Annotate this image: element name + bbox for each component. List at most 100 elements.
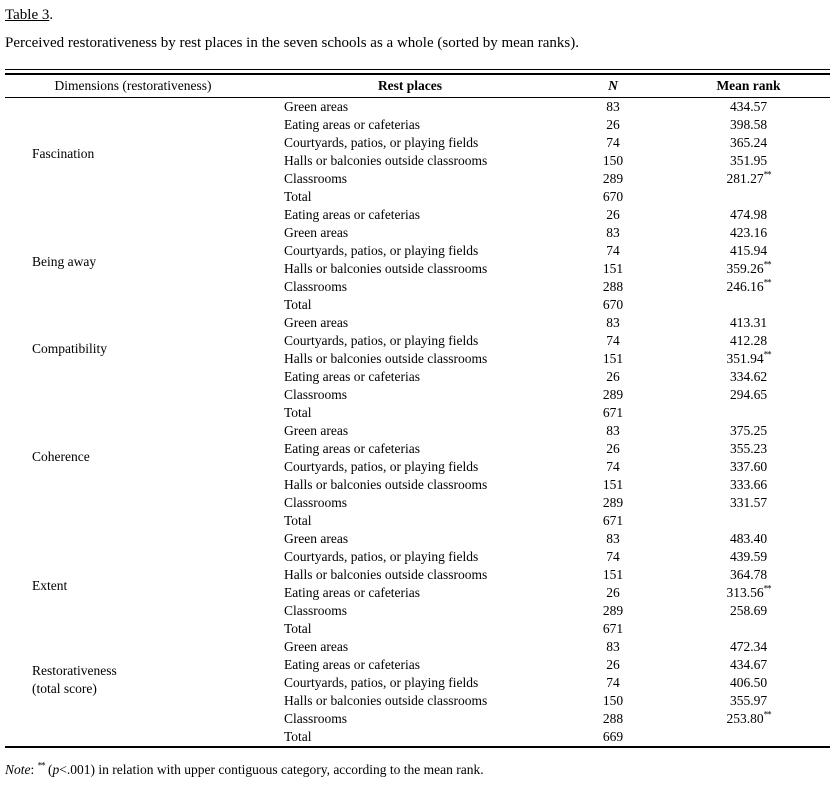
rest-place-cell: Classrooms bbox=[284, 279, 348, 294]
rest-place-cell: Total bbox=[284, 189, 312, 204]
table-row: Classrooms 289 258.69 bbox=[5, 602, 830, 620]
table-row: Courtyards, patios, or playing fields 74… bbox=[5, 674, 830, 692]
mean-rank-value: 413.31 bbox=[729, 315, 768, 330]
n-cell: 150 bbox=[602, 693, 624, 708]
n-cell: 151 bbox=[602, 351, 624, 366]
rest-place-cell: Classrooms bbox=[284, 603, 348, 618]
paper-page: Table 3. Perceived restorativeness by re… bbox=[0, 6, 832, 790]
rest-place-cell: Classrooms bbox=[284, 495, 348, 510]
mean-rank-value: 423.16 bbox=[729, 225, 768, 240]
rest-place-cell: Courtyards, patios, or playing fields bbox=[284, 243, 479, 258]
header-mean-rank: Mean rank bbox=[667, 74, 830, 98]
mean-rank-cell: 472.34 bbox=[667, 638, 830, 656]
rest-place-cell: Green areas bbox=[284, 639, 349, 654]
mean-rank-cell: 246.16** bbox=[667, 278, 830, 296]
n-cell: 289 bbox=[602, 603, 624, 618]
rest-place-cell: Eating areas or cafeterias bbox=[284, 207, 421, 222]
mean-rank-value: 472.34 bbox=[729, 639, 768, 654]
rest-place-cell: Eating areas or cafeterias bbox=[284, 585, 421, 600]
n-cell: 670 bbox=[602, 297, 624, 312]
mean-rank-value: 406.50 bbox=[729, 675, 768, 690]
n-cell: 83 bbox=[606, 639, 620, 654]
rest-place-cell: Courtyards, patios, or playing fields bbox=[284, 675, 479, 690]
note-open-paren: ( bbox=[44, 762, 53, 777]
table-row: Eating areas or cafeterias 26 434.67 bbox=[5, 656, 830, 674]
rest-place-cell: Green areas bbox=[284, 423, 349, 438]
rest-place-cell: Total bbox=[284, 729, 312, 744]
n-cell: 74 bbox=[606, 333, 620, 348]
mean-rank-value: 359.26 bbox=[726, 261, 764, 276]
mean-rank-value: 281.27 bbox=[726, 171, 764, 186]
mean-rank-cell bbox=[667, 728, 830, 747]
mean-rank-cell: 355.97 bbox=[667, 692, 830, 710]
rest-place-cell: Halls or balconies outside classrooms bbox=[284, 693, 488, 708]
rest-place-cell: Classrooms bbox=[284, 171, 348, 186]
dimension-cell-restorativeness: Restorativeness (total score) bbox=[5, 638, 261, 747]
rest-place-cell: Classrooms bbox=[284, 711, 348, 726]
n-cell: 74 bbox=[606, 549, 620, 564]
table-row: Classrooms 289 281.27** bbox=[5, 170, 830, 188]
n-cell: 83 bbox=[606, 99, 620, 114]
n-cell: 151 bbox=[602, 567, 624, 582]
mean-rank-cell: 412.28 bbox=[667, 332, 830, 350]
table-body: Fascination Green areas 83 434.57 Eating… bbox=[5, 98, 830, 748]
dimension-cell-compatibility: Compatibility bbox=[5, 314, 261, 422]
table-row: Restorativeness (total score) Green area… bbox=[5, 638, 830, 696]
n-cell: 83 bbox=[606, 423, 620, 438]
table-number-text: Table 3 bbox=[5, 7, 50, 23]
table-row: Total 671 bbox=[5, 620, 830, 638]
mean-rank-cell bbox=[667, 620, 830, 638]
rest-place-cell: Green areas bbox=[284, 225, 349, 240]
mean-rank-cell: 313.56** bbox=[667, 584, 830, 602]
mean-rank-value: 355.97 bbox=[729, 693, 768, 708]
table-row: Classrooms 288 246.16** bbox=[5, 278, 830, 296]
mean-rank-cell: 351.94** bbox=[667, 350, 830, 368]
table-row: Halls or balconies outside classrooms 15… bbox=[5, 260, 830, 278]
n-cell: 83 bbox=[606, 315, 620, 330]
mean-rank-value: 258.69 bbox=[729, 603, 768, 618]
mean-rank-cell: 483.40 bbox=[667, 530, 830, 548]
mean-rank-value: 364.78 bbox=[729, 567, 768, 582]
mean-rank-cell: 423.16 bbox=[667, 224, 830, 242]
mean-rank-value: 333.66 bbox=[729, 477, 768, 492]
table-row: Fascination Green areas 83 434.57 bbox=[5, 98, 830, 161]
significance-asterisks: ** bbox=[763, 259, 772, 270]
significance-asterisks: ** bbox=[763, 277, 772, 288]
table-row: Eating areas or cafeterias 26 334.62 bbox=[5, 368, 830, 386]
mean-rank-cell: 439.59 bbox=[667, 548, 830, 566]
header-n: N bbox=[559, 74, 667, 98]
dimension-cell-coherence: Coherence bbox=[5, 422, 261, 530]
mean-rank-value: 434.67 bbox=[729, 657, 768, 672]
mean-rank-value: 483.40 bbox=[729, 531, 768, 546]
note-label: Note bbox=[5, 762, 31, 777]
mean-rank-cell: 253.80** bbox=[667, 710, 830, 728]
significance-asterisks: ** bbox=[763, 709, 772, 720]
note-text: <.001) in relation with upper contiguous… bbox=[59, 762, 484, 777]
mean-rank-cell: 434.67 bbox=[667, 656, 830, 674]
table-row: Halls or balconies outside classrooms 15… bbox=[5, 476, 830, 494]
mean-rank-value: 351.95 bbox=[729, 153, 768, 168]
mean-rank-value: 434.57 bbox=[729, 99, 768, 114]
mean-rank-cell: 334.62 bbox=[667, 368, 830, 386]
table-row: Total 671 bbox=[5, 512, 830, 530]
table-row: Classrooms 289 331.57 bbox=[5, 494, 830, 512]
table-row: Being away Eating areas or cafeterias 26… bbox=[5, 206, 830, 269]
note-p-symbol: p bbox=[52, 762, 60, 777]
table-row: Courtyards, patios, or playing fields 74… bbox=[5, 134, 830, 152]
mean-rank-value: 415.94 bbox=[729, 243, 768, 258]
rest-place-cell: Eating areas or cafeterias bbox=[284, 117, 421, 132]
mean-rank-cell: 359.26** bbox=[667, 260, 830, 278]
mean-rank-value: 355.23 bbox=[729, 441, 768, 456]
n-cell: 670 bbox=[602, 189, 624, 204]
n-cell: 151 bbox=[602, 477, 624, 492]
dimension-label: Coherence bbox=[32, 449, 90, 464]
table-row: Total 669 bbox=[5, 728, 830, 747]
n-cell: 26 bbox=[606, 657, 620, 672]
table-number-label: Table 3. bbox=[5, 6, 827, 24]
mean-rank-value: 337.60 bbox=[729, 459, 768, 474]
n-cell: 26 bbox=[606, 441, 620, 456]
n-cell: 26 bbox=[606, 585, 620, 600]
table-row: Courtyards, patios, or playing fields 74… bbox=[5, 242, 830, 260]
table-row: Total 670 bbox=[5, 296, 830, 314]
n-cell: 151 bbox=[602, 261, 624, 276]
